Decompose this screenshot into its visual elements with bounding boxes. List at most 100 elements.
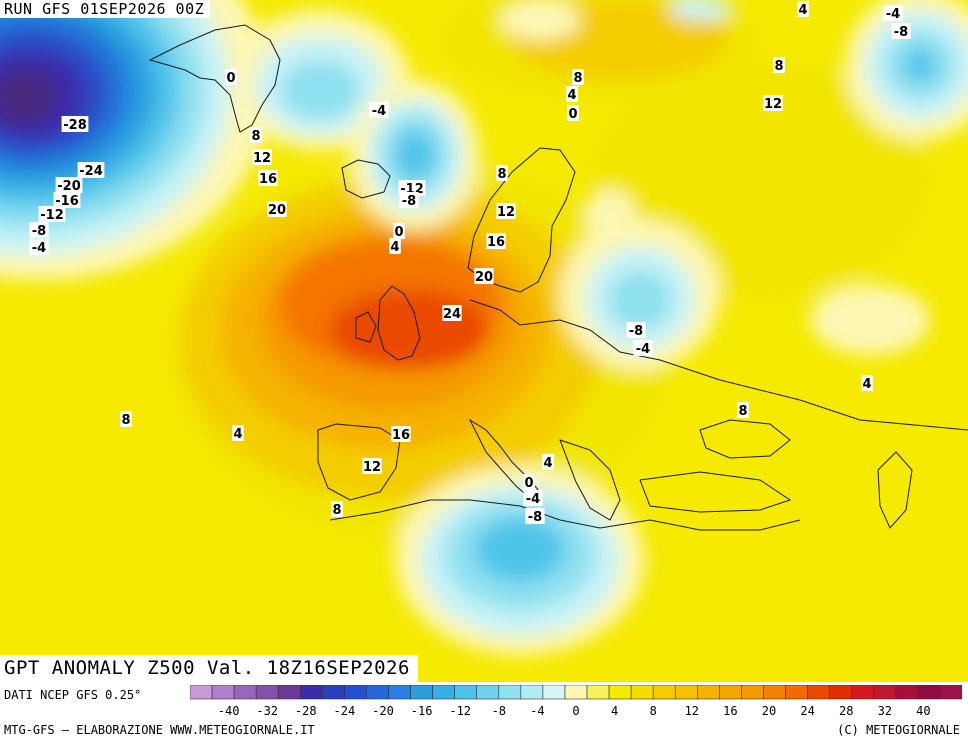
contour-label-bg (525, 508, 545, 524)
colorbar-tick-label: 16 (723, 704, 737, 718)
contour-label-bg (572, 69, 584, 85)
contour-label: 4 (543, 456, 552, 471)
contour-label-bg (797, 1, 809, 17)
contour-label-bg (391, 426, 411, 442)
colorbar-cell (454, 685, 478, 700)
iceland-coast (341, 159, 391, 199)
anomaly-band-39 (500, 0, 580, 40)
contour-label: -4 (526, 492, 540, 507)
anomaly-fields (0, 0, 968, 655)
greenland-coast (148, 24, 281, 133)
colorbar-cell (873, 685, 897, 700)
colorbar-cell (410, 685, 433, 700)
colorbar-cell (785, 685, 808, 700)
colorbar-cell (498, 685, 522, 700)
contour-label-bg (542, 454, 554, 470)
contour-label-bg (362, 458, 382, 474)
colorbar-tick-label: 28 (839, 704, 853, 718)
anomaly-band-20 (0, 69, 57, 125)
colorbar-cell (520, 685, 544, 700)
anomaly-band-41 (585, 190, 635, 240)
contour-label: 4 (567, 88, 576, 103)
colorbar-cell (939, 685, 962, 700)
colorbar-cell (233, 685, 257, 700)
colorbar-cell (190, 685, 213, 700)
contour-label: 0 (524, 476, 533, 491)
balkans-coast (559, 439, 621, 521)
scandinavia-coast (467, 147, 576, 293)
contour-label-bg (232, 425, 244, 441)
anomaly-band-42 (810, 285, 930, 355)
contour-label: -24 (79, 164, 103, 179)
colorbar-cell (674, 685, 698, 700)
contour-label: 12 (764, 97, 782, 112)
colorbar-tick-label: 20 (762, 704, 776, 718)
contour-label-bg (763, 95, 783, 111)
colorbar-cell (851, 685, 875, 700)
contour-label-bg (474, 268, 494, 284)
anomaly-map: -28-24-20-16-12-8-408121620-4-12-8048408… (0, 0, 968, 682)
colorbar-cell (564, 685, 588, 700)
colorbar-cell (741, 685, 764, 700)
colorbar-cell (542, 685, 566, 700)
contour-label-bg (331, 501, 343, 517)
contour-label: 8 (573, 71, 582, 86)
colorbar-cell (652, 685, 676, 700)
contour-label: -8 (402, 194, 416, 209)
colorbar-cell (344, 685, 367, 700)
colorbar-cell (895, 685, 919, 700)
credit-text: MTG-GFS — ELABORAZIONE WWW.METEOGIORNALE… (4, 723, 315, 737)
colorbar-cell (277, 685, 301, 700)
colorbar-tick-label: 32 (878, 704, 892, 718)
contour-label: 12 (497, 205, 515, 220)
contour-label-bg (523, 490, 543, 506)
colorbar: -40 -32 -28 -24 -20 -16 -12 -8 -4 0 4 8 12 16 20 24 28 32… (190, 685, 962, 718)
contour-label: -4 (886, 7, 900, 22)
colorbar-cells (190, 685, 962, 700)
contour-label: -8 (32, 224, 46, 239)
contour-label-bg (38, 206, 66, 222)
europe-coast (469, 299, 968, 431)
colorbar-tick-label: 12 (685, 704, 699, 718)
colorbar-cell (255, 685, 279, 700)
contour-label: 4 (798, 3, 807, 18)
contour-label: 16 (487, 235, 505, 250)
contour-label: 4 (862, 377, 871, 392)
contour-label: 20 (475, 270, 493, 285)
contour-label: 8 (774, 59, 783, 74)
contour-label-bg (442, 305, 462, 321)
colorbar-tick-label: -8 (492, 704, 506, 718)
contour-label: 16 (392, 428, 410, 443)
colorbar-cell (630, 685, 654, 700)
contour-label-bg (393, 223, 405, 239)
contour-label-bg (120, 411, 132, 427)
anomaly-band-38 (904, 49, 936, 81)
contour-label-bg (486, 233, 506, 249)
contour-label: 0 (568, 107, 577, 122)
contour-label: 20 (268, 203, 286, 218)
colorbar-tick-label: -32 (256, 704, 278, 718)
contour-label: -12 (40, 208, 64, 223)
contour-label: -28 (63, 118, 87, 133)
contour-label-bg (252, 149, 272, 165)
contour-label-bg (77, 162, 105, 178)
copyright-text: (C) METEOGIORNALE (837, 723, 960, 737)
caspian-coast (877, 451, 913, 529)
footer: DATI NCEP GFS 0.25° -40 -32 -28 -24 -20 -16 -1… (0, 682, 968, 745)
north-africa-coast (329, 499, 801, 531)
colorbar-tick-label: -40 (218, 704, 240, 718)
colorbar-cell (586, 685, 610, 700)
colorbar-tick-label: 24 (800, 704, 814, 718)
colorbar-cell (432, 685, 455, 700)
contour-label-bg (891, 23, 911, 39)
contour-label: 16 (259, 172, 277, 187)
contour-label-bg (737, 402, 749, 418)
contour-label-bg (523, 474, 535, 490)
contour-label: 4 (390, 240, 399, 255)
contour-labels: -28-24-20-16-12-8-408121620-4-12-8048408… (29, 1, 911, 525)
contour-label: -8 (894, 25, 908, 40)
colorbar-tick-label: -12 (449, 704, 471, 718)
contour-label-bg (883, 5, 903, 21)
contour-label: -16 (55, 194, 79, 209)
contour-label-bg (567, 105, 579, 121)
